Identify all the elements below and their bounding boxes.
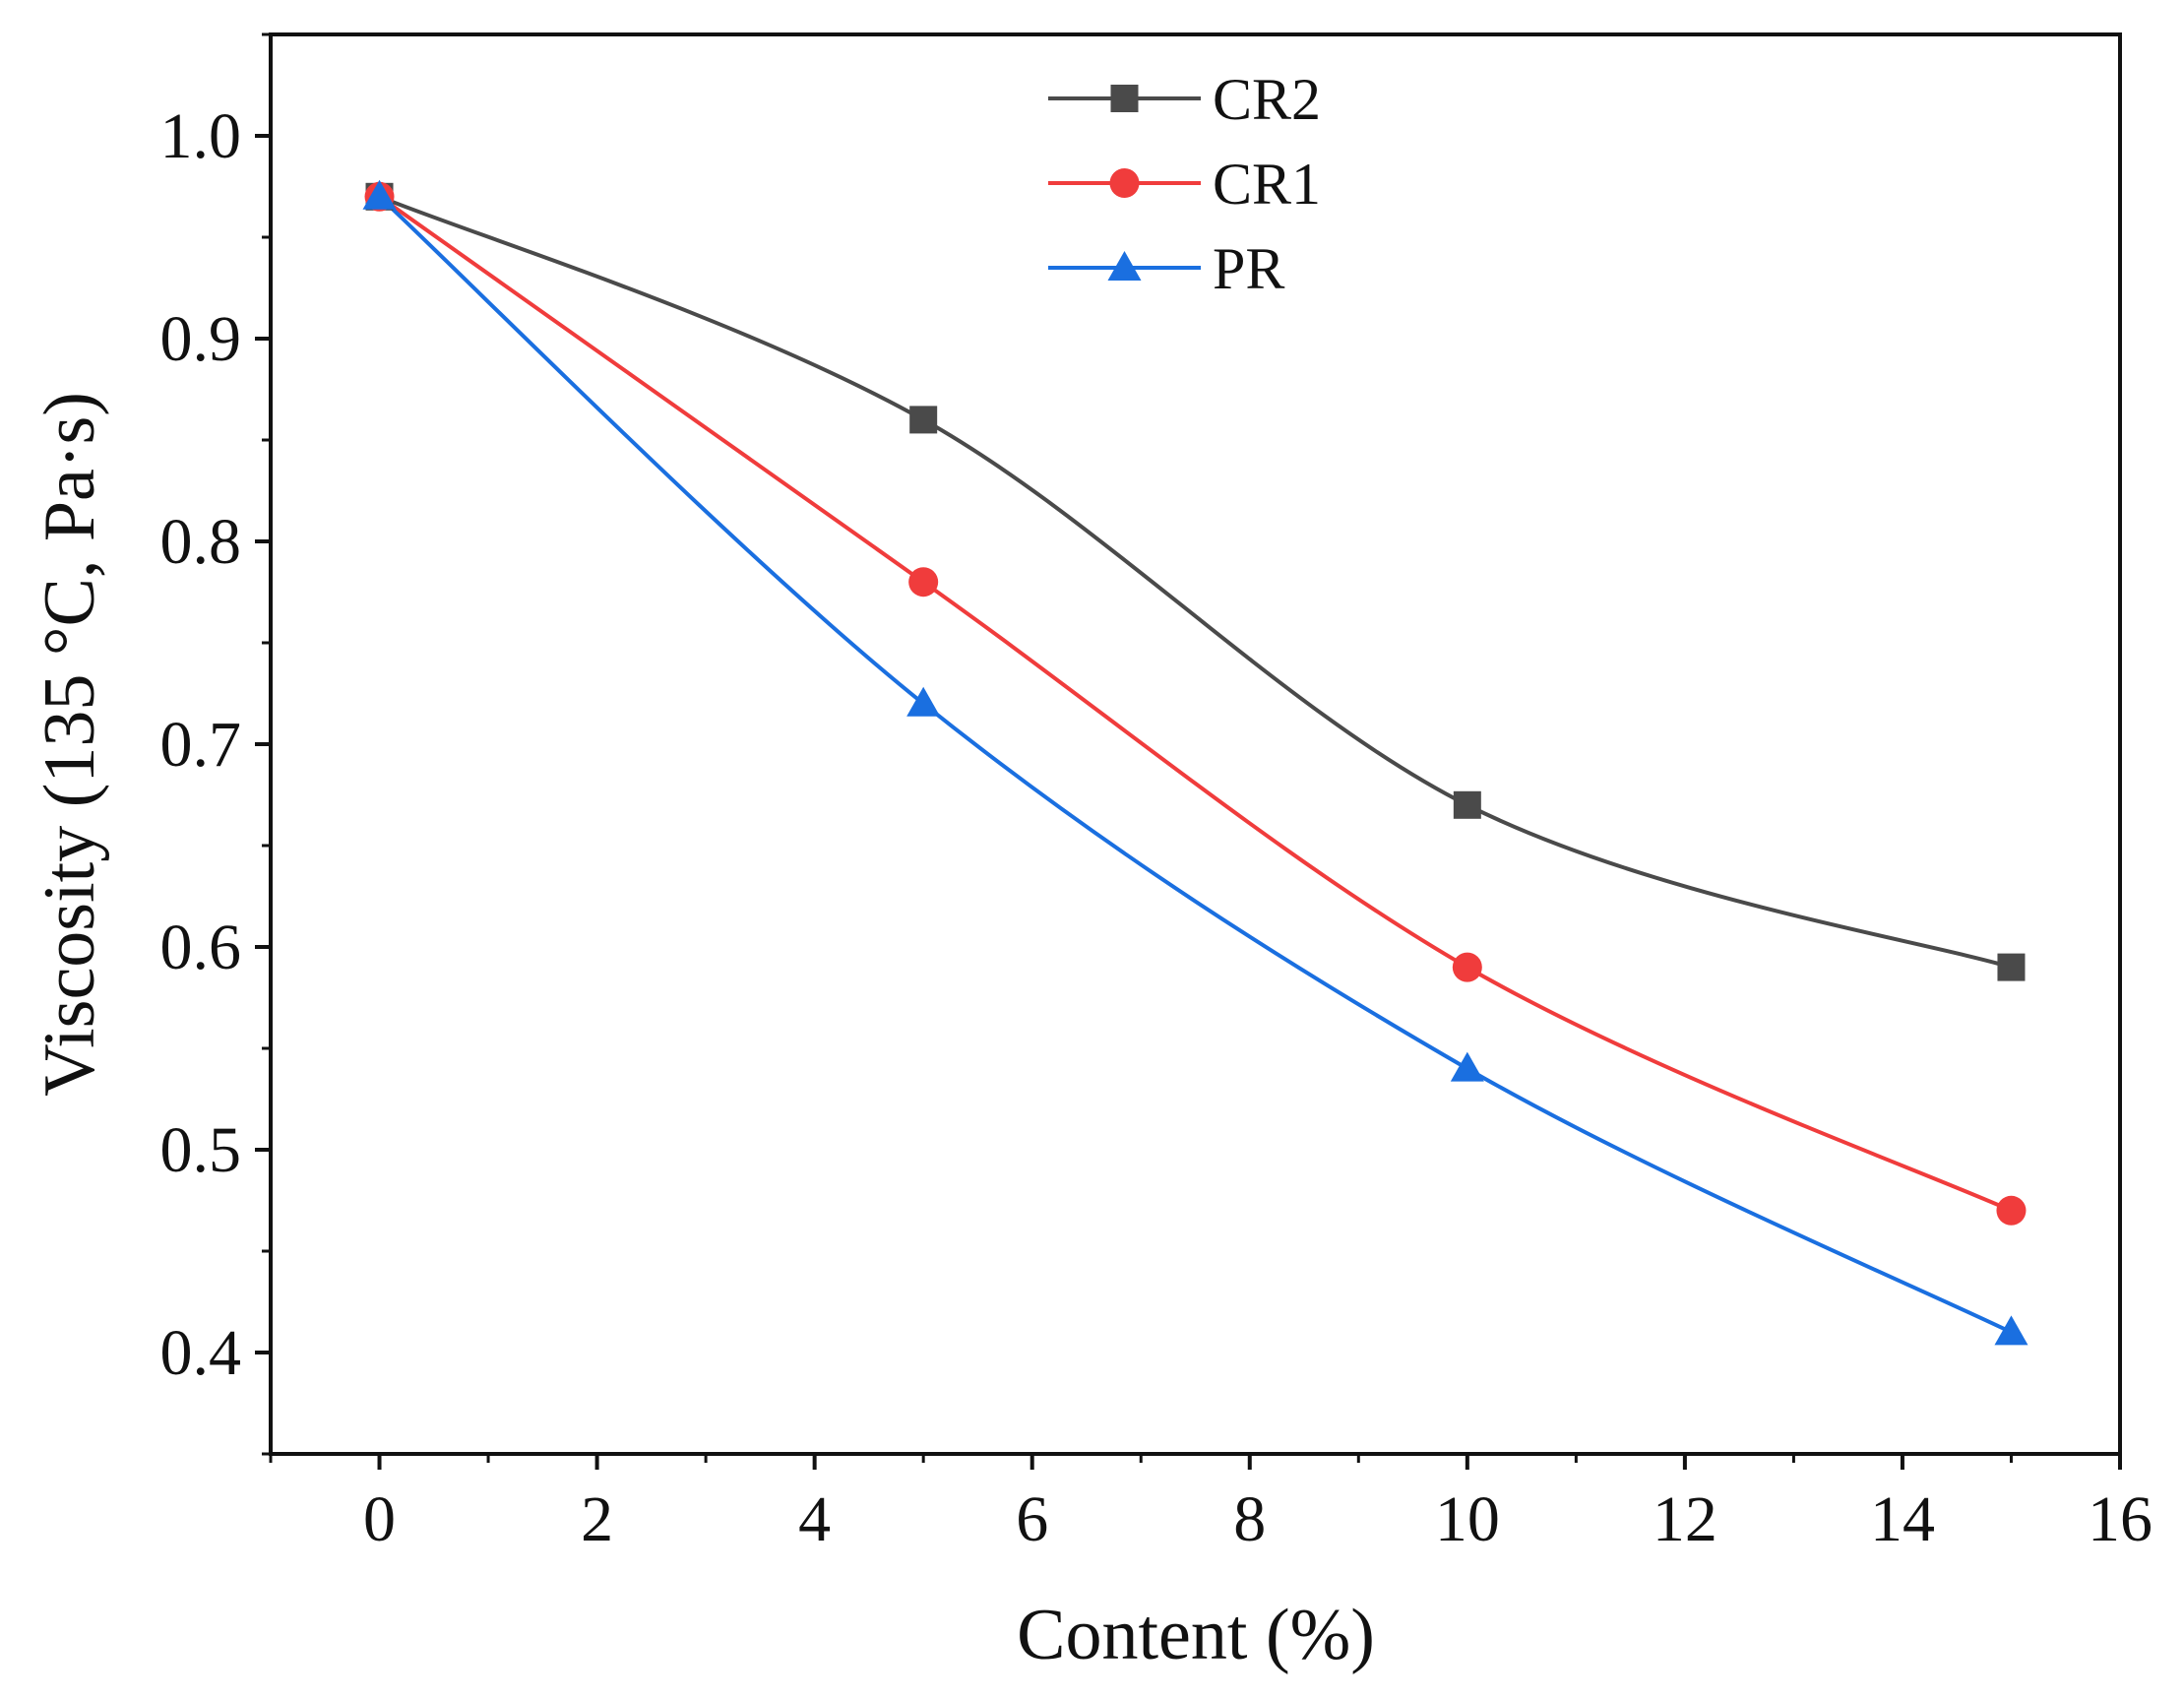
plot-frame — [269, 32, 2122, 1456]
series-layer — [362, 179, 2028, 1346]
x-axis: 0 2 4 6 8 10 12 14 16 — [269, 1454, 2153, 1555]
legend-label-cr1: CR1 — [1213, 152, 1321, 217]
point-cr2-5 — [909, 406, 938, 434]
x-tick-label-16: 16 — [2088, 1483, 2153, 1555]
legend-marker-pr — [1107, 251, 1142, 281]
legend: CR2 CR1 PR — [1048, 67, 1321, 301]
x-tick-label-0: 0 — [363, 1483, 396, 1555]
legend-label-pr: PR — [1213, 236, 1284, 301]
point-cr2-15 — [1997, 953, 2026, 981]
y-tick-label-0.5: 0.5 — [160, 1114, 242, 1186]
y-axis-title: Viscosity (135 °C, Pa·s) — [30, 392, 110, 1097]
x-tick-label-14: 14 — [1870, 1483, 1935, 1555]
point-pr-15 — [1994, 1315, 2028, 1346]
point-cr1-5 — [908, 567, 939, 598]
point-pr-0 — [362, 179, 397, 210]
x-tick-label-4: 4 — [798, 1483, 831, 1555]
legend-marker-cr1 — [1109, 168, 1140, 198]
y-tick-label-0.6: 0.6 — [160, 912, 242, 983]
y-tick-label-1.0: 1.0 — [160, 100, 242, 172]
y-tick-label-0.7: 0.7 — [160, 709, 242, 781]
point-pr-5 — [906, 686, 941, 717]
point-cr1-10 — [1452, 952, 1482, 982]
legend-marker-cr2 — [1110, 85, 1139, 112]
series-line-pr — [378, 195, 2013, 1335]
point-pr-10 — [1450, 1051, 1484, 1082]
y-axis: 0.4 0.5 0.6 0.7 0.8 0.9 1.0 — [160, 32, 271, 1456]
x-tick-label-2: 2 — [581, 1483, 613, 1555]
y-tick-label-0.8: 0.8 — [160, 506, 242, 578]
series-line-cr2 — [378, 194, 2013, 970]
x-axis-title: Content (%) — [1017, 1595, 1375, 1675]
series-line-cr1 — [378, 195, 2013, 1213]
x-tick-label-12: 12 — [1653, 1483, 1717, 1555]
y-tick-label-0.4: 0.4 — [160, 1317, 242, 1389]
x-tick-label-10: 10 — [1435, 1483, 1500, 1555]
legend-label-cr2: CR2 — [1213, 67, 1321, 132]
point-cr1-15 — [1996, 1195, 2027, 1226]
y-tick-label-0.9: 0.9 — [160, 303, 242, 375]
point-cr2-10 — [1453, 790, 1481, 819]
x-tick-label-8: 8 — [1233, 1483, 1266, 1555]
x-tick-label-6: 6 — [1016, 1483, 1048, 1555]
